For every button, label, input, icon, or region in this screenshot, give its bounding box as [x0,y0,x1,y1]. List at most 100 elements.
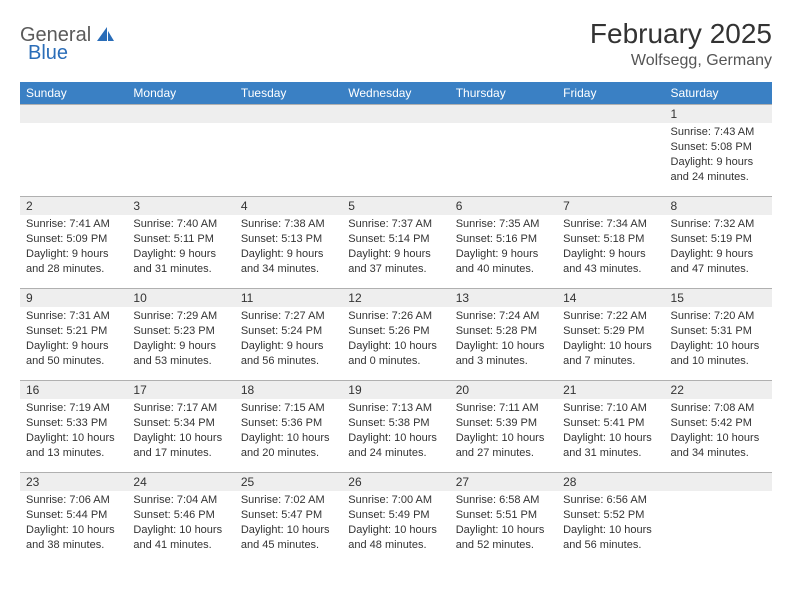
week-row: 9Sunrise: 7:31 AMSunset: 5:21 PMDaylight… [20,289,772,381]
day-details: Sunrise: 7:04 AMSunset: 5:46 PMDaylight:… [127,491,234,556]
sunset-line: Sunset: 5:33 PM [26,416,121,431]
daylight-line: Daylight: 10 hours and 0 minutes. [348,339,443,369]
day-details: Sunrise: 7:27 AMSunset: 5:24 PMDaylight:… [235,307,342,372]
day-cell: 25Sunrise: 7:02 AMSunset: 5:47 PMDayligh… [235,473,342,565]
day-details: Sunrise: 7:06 AMSunset: 5:44 PMDaylight:… [20,491,127,556]
day-cell: 16Sunrise: 7:19 AMSunset: 5:33 PMDayligh… [20,381,127,473]
day-number: 10 [127,289,234,307]
day-details [127,123,234,129]
sunset-line: Sunset: 5:14 PM [348,232,443,247]
day-number: 20 [450,381,557,399]
brand-part2: Blue [28,42,68,65]
sunrise-line: Sunrise: 7:34 AM [563,217,658,232]
sunrise-line: Sunrise: 7:24 AM [456,309,551,324]
day-number: 1 [665,105,772,123]
sunrise-line: Sunrise: 7:20 AM [671,309,766,324]
daylight-line: Daylight: 10 hours and 27 minutes. [456,431,551,461]
day-number: 4 [235,197,342,215]
weekday-header: Wednesday [342,82,449,105]
day-cell [557,105,664,197]
day-details: Sunrise: 7:40 AMSunset: 5:11 PMDaylight:… [127,215,234,280]
day-details: Sunrise: 7:17 AMSunset: 5:34 PMDaylight:… [127,399,234,464]
day-number: 12 [342,289,449,307]
week-row: 16Sunrise: 7:19 AMSunset: 5:33 PMDayligh… [20,381,772,473]
day-cell: 1Sunrise: 7:43 AMSunset: 5:08 PMDaylight… [665,105,772,197]
day-cell: 18Sunrise: 7:15 AMSunset: 5:36 PMDayligh… [235,381,342,473]
sunrise-line: Sunrise: 7:27 AM [241,309,336,324]
sunrise-line: Sunrise: 7:40 AM [133,217,228,232]
day-number: 21 [557,381,664,399]
day-number: 11 [235,289,342,307]
day-cell: 17Sunrise: 7:17 AMSunset: 5:34 PMDayligh… [127,381,234,473]
sunrise-line: Sunrise: 7:32 AM [671,217,766,232]
daylight-line: Daylight: 9 hours and 34 minutes. [241,247,336,277]
sunset-line: Sunset: 5:19 PM [671,232,766,247]
sunrise-line: Sunrise: 6:58 AM [456,493,551,508]
day-cell: 7Sunrise: 7:34 AMSunset: 5:18 PMDaylight… [557,197,664,289]
sunrise-line: Sunrise: 7:08 AM [671,401,766,416]
day-cell [127,105,234,197]
daylight-line: Daylight: 10 hours and 48 minutes. [348,523,443,553]
sunrise-line: Sunrise: 7:15 AM [241,401,336,416]
weekday-header-row: Sunday Monday Tuesday Wednesday Thursday… [20,82,772,105]
day-details: Sunrise: 7:31 AMSunset: 5:21 PMDaylight:… [20,307,127,372]
day-number: 14 [557,289,664,307]
daylight-line: Daylight: 10 hours and 20 minutes. [241,431,336,461]
sunset-line: Sunset: 5:42 PM [671,416,766,431]
day-details: Sunrise: 7:15 AMSunset: 5:36 PMDaylight:… [235,399,342,464]
daylight-line: Daylight: 9 hours and 40 minutes. [456,247,551,277]
sunset-line: Sunset: 5:09 PM [26,232,121,247]
daylight-line: Daylight: 10 hours and 10 minutes. [671,339,766,369]
weekday-header: Friday [557,82,664,105]
sunrise-line: Sunrise: 7:19 AM [26,401,121,416]
day-number [342,105,449,123]
day-details [557,123,664,129]
day-cell: 3Sunrise: 7:40 AMSunset: 5:11 PMDaylight… [127,197,234,289]
day-cell [450,105,557,197]
day-details: Sunrise: 7:29 AMSunset: 5:23 PMDaylight:… [127,307,234,372]
day-cell: 4Sunrise: 7:38 AMSunset: 5:13 PMDaylight… [235,197,342,289]
day-number: 27 [450,473,557,491]
day-cell: 15Sunrise: 7:20 AMSunset: 5:31 PMDayligh… [665,289,772,381]
daylight-line: Daylight: 10 hours and 7 minutes. [563,339,658,369]
sunset-line: Sunset: 5:51 PM [456,508,551,523]
sunset-line: Sunset: 5:08 PM [671,140,766,155]
weekday-header: Tuesday [235,82,342,105]
daylight-line: Daylight: 10 hours and 24 minutes. [348,431,443,461]
title-block: February 2025 Wolfsegg, Germany [590,18,772,70]
day-cell: 24Sunrise: 7:04 AMSunset: 5:46 PMDayligh… [127,473,234,565]
day-number [235,105,342,123]
day-details: Sunrise: 6:56 AMSunset: 5:52 PMDaylight:… [557,491,664,556]
day-details [450,123,557,129]
day-details: Sunrise: 7:35 AMSunset: 5:16 PMDaylight:… [450,215,557,280]
day-number [127,105,234,123]
day-details [665,491,772,497]
daylight-line: Daylight: 10 hours and 38 minutes. [26,523,121,553]
sunrise-line: Sunrise: 7:29 AM [133,309,228,324]
daylight-line: Daylight: 9 hours and 28 minutes. [26,247,121,277]
weekday-header: Sunday [20,82,127,105]
sunset-line: Sunset: 5:49 PM [348,508,443,523]
sunset-line: Sunset: 5:18 PM [563,232,658,247]
day-details: Sunrise: 7:32 AMSunset: 5:19 PMDaylight:… [665,215,772,280]
day-cell: 6Sunrise: 7:35 AMSunset: 5:16 PMDaylight… [450,197,557,289]
day-cell [20,105,127,197]
day-details [342,123,449,129]
day-cell [665,473,772,565]
day-number: 19 [342,381,449,399]
week-row: 2Sunrise: 7:41 AMSunset: 5:09 PMDaylight… [20,197,772,289]
weekday-header: Thursday [450,82,557,105]
month-title: February 2025 [590,18,772,50]
day-details: Sunrise: 7:19 AMSunset: 5:33 PMDaylight:… [20,399,127,464]
sunrise-line: Sunrise: 7:00 AM [348,493,443,508]
day-cell: 22Sunrise: 7:08 AMSunset: 5:42 PMDayligh… [665,381,772,473]
sunrise-line: Sunrise: 7:43 AM [671,125,766,140]
day-cell: 10Sunrise: 7:29 AMSunset: 5:23 PMDayligh… [127,289,234,381]
daylight-line: Daylight: 9 hours and 53 minutes. [133,339,228,369]
day-details [235,123,342,129]
sunset-line: Sunset: 5:26 PM [348,324,443,339]
sunset-line: Sunset: 5:28 PM [456,324,551,339]
day-details: Sunrise: 7:38 AMSunset: 5:13 PMDaylight:… [235,215,342,280]
day-cell: 2Sunrise: 7:41 AMSunset: 5:09 PMDaylight… [20,197,127,289]
sunset-line: Sunset: 5:41 PM [563,416,658,431]
